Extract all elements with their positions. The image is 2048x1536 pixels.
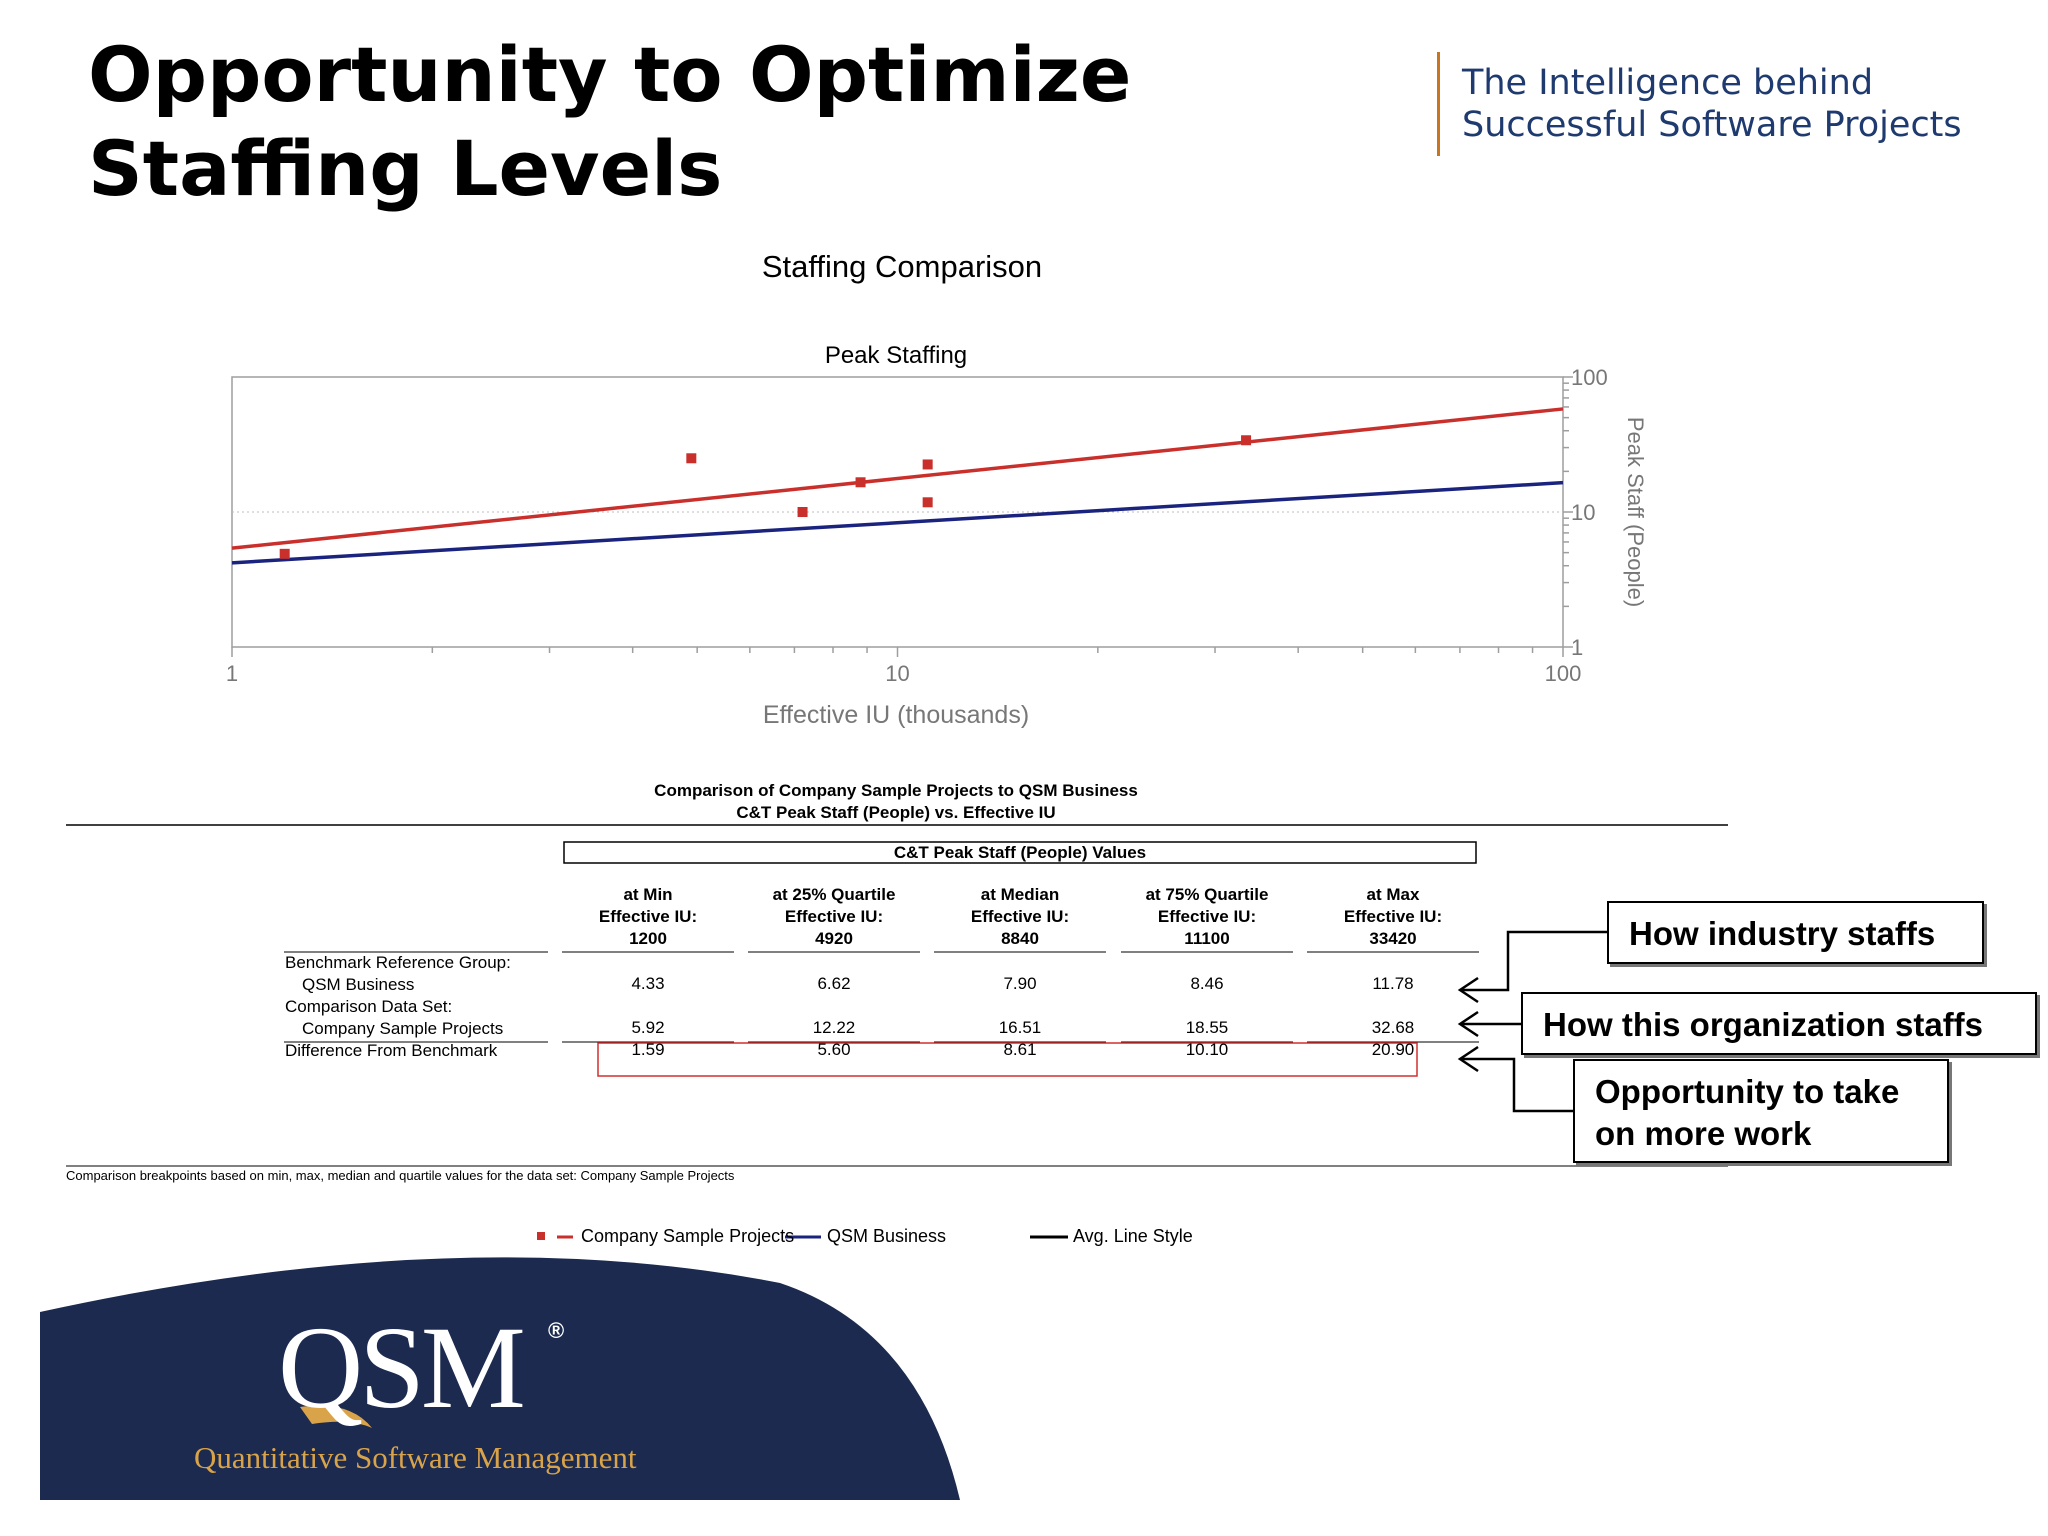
group-header-box [563, 841, 1477, 864]
company-trend-line [231, 407, 1564, 550]
difference-value: 5.60 [817, 1040, 851, 1059]
column-header-line1: at 75% Quartile [1145, 885, 1269, 904]
x-axis-label: Effective IU (thousands) [763, 701, 1029, 729]
column-header-line1: at Max [1366, 885, 1420, 904]
tagline-line2: Successful Software Projects [1462, 105, 1962, 145]
benchmark-value: 11.78 [1372, 974, 1414, 993]
x-tick-label: 100 [1545, 661, 1582, 686]
column-header: at Max Effective IU: 33420 [1293, 884, 1493, 950]
column-header: at 75% Quartile Effective IU: 11100 [1107, 884, 1307, 950]
company-data-point [1241, 435, 1252, 446]
y-tick-label: 1 [1571, 635, 1583, 660]
difference-highlight-box [597, 1042, 1418, 1077]
difference-value: 8.61 [1003, 1040, 1037, 1059]
comparison-group-label: Comparison Data Set: [285, 997, 453, 1016]
table-title: Comparison of Company Sample Projects to… [576, 780, 1216, 824]
table-title-line1: Comparison of Company Sample Projects to… [654, 781, 1138, 800]
tagline-line1: The Intelligence behind [1462, 63, 1874, 103]
benchmark-value: 6.62 [817, 974, 851, 993]
column-header-line2: Effective IU: [598, 907, 698, 926]
column-header-line2: Effective IU: [970, 907, 1070, 926]
comparison-value: 12.22 [812, 1018, 856, 1037]
column-header: at Min Effective IU: 1200 [548, 884, 748, 950]
organization-arrowhead [1457, 1010, 1479, 1038]
chart-subtitle: Peak Staffing [825, 342, 967, 369]
company-data-point [797, 507, 808, 517]
opportunity-arrowhead [1457, 1045, 1479, 1073]
benchmark-value: 4.33 [631, 974, 665, 993]
industry-connector [1460, 930, 1607, 992]
column-header-line2: Effective IU: [1343, 907, 1443, 926]
company-data-point [922, 459, 933, 470]
column-header-line3: 33420 [1369, 929, 1417, 948]
column-header: at Median Effective IU: 8840 [920, 884, 1120, 950]
y-tick-label: 10 [1571, 500, 1595, 525]
logo-swoosh [300, 1405, 372, 1428]
callout-organization-text: How this organization staffs [1543, 1006, 1984, 1043]
comparison-value: 16.51 [998, 1018, 1042, 1037]
chart-title: Staffing Comparison [762, 249, 1042, 284]
opportunity-connector [1460, 1057, 1573, 1113]
tagline-divider [1437, 52, 1440, 156]
legend-qsm-label: QSM Business [827, 1226, 947, 1246]
comparison-value: 5.92 [631, 1018, 665, 1037]
qsm-trend-line [231, 480, 1564, 565]
table-footnote: Comparison breakpoints based on min, max… [66, 1168, 735, 1183]
difference-label: Difference From Benchmark [285, 1041, 498, 1060]
column-header-line2: Effective IU: [784, 907, 884, 926]
group-header: C&T Peak Staff (People) Values [893, 843, 1147, 862]
column-header-line3: 8840 [1001, 929, 1039, 948]
difference-value: 1.59 [631, 1040, 665, 1059]
column-header-line3: 4920 [815, 929, 853, 948]
company-data-point [922, 497, 933, 508]
difference-value: 10.10 [1185, 1040, 1229, 1059]
comparison-value: 32.68 [1371, 1018, 1415, 1037]
comparison-value: 18.55 [1185, 1018, 1229, 1037]
column-header-line3: 1200 [629, 929, 667, 948]
legend-company-marker [537, 1232, 545, 1240]
logo-band [40, 1257, 960, 1500]
tagline: The Intelligence behind Successful Softw… [1462, 62, 2022, 146]
comparison-name-label: Company Sample Projects [302, 1019, 504, 1038]
company-data-point [686, 453, 697, 464]
callout-industry: How industry staffs [1607, 901, 1984, 964]
legend-avg-label: Avg. Line Style [1073, 1226, 1193, 1246]
column-header-line1: at Min [623, 885, 673, 904]
company-data-point [855, 477, 866, 488]
column-header-line1: at Median [980, 885, 1060, 904]
benchmark-name-label: QSM Business [302, 975, 415, 994]
column-header-line2: Effective IU: [1157, 907, 1257, 926]
callout-opportunity-line1: Opportunity to take [1595, 1073, 1900, 1110]
benchmark-group-label: Benchmark Reference Group: [285, 953, 511, 972]
benchmark-value: 8.46 [1190, 974, 1224, 993]
industry-arrowhead [1457, 976, 1479, 1004]
column-header-line3: 11100 [1184, 929, 1230, 948]
table-title-line2: C&T Peak Staff (People) vs. Effective IU [736, 803, 1056, 822]
difference-value: 20.90 [1371, 1040, 1415, 1059]
company-data-point [279, 548, 290, 559]
y-axis-label: Peak Staff (People) [1623, 417, 1648, 607]
callout-opportunity: Opportunity to take on more work [1573, 1059, 1949, 1163]
logo-registered-mark: ® [548, 1318, 565, 1343]
callout-industry-text: How industry staffs [1629, 915, 1936, 952]
legend-company-label: Company Sample Projects [581, 1226, 795, 1246]
x-tick-label: 1 [226, 661, 238, 686]
row-labels: Benchmark Reference Group: QSM Business … [285, 952, 511, 1062]
column-header-line1: at 25% Quartile [772, 885, 896, 904]
x-tick-label: 10 [885, 661, 909, 686]
benchmark-value: 7.90 [1003, 974, 1037, 993]
column-header: at 25% Quartile Effective IU: 4920 [734, 884, 934, 950]
logo-wordmark: QSM [278, 1302, 526, 1433]
y-tick-label: 100 [1571, 365, 1608, 390]
callout-organization: How this organization staffs [1521, 992, 2037, 1055]
callout-opportunity-line2: on more work [1595, 1115, 1812, 1152]
slide-title: Opportunity to Optimize Staffing Levels [88, 30, 1132, 213]
logo-subtitle: Quantitative Software Management [194, 1440, 637, 1475]
